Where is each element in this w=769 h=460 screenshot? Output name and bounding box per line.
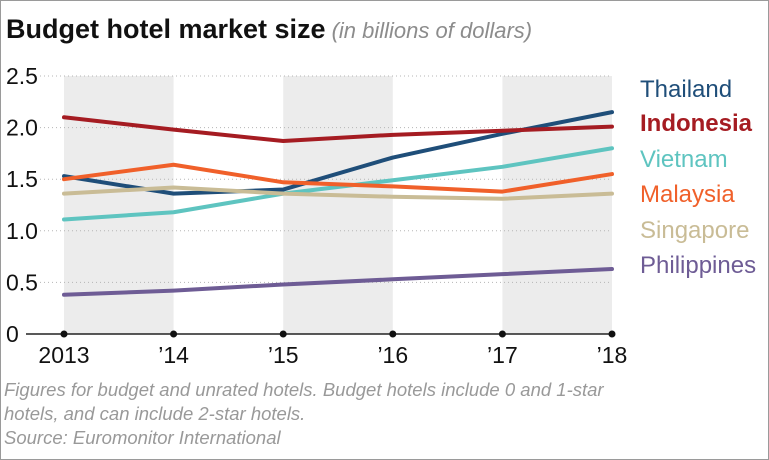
legend-philippines: Philippines: [640, 252, 756, 279]
y-tick-label: 1.5: [6, 166, 38, 192]
legend-vietnam: Vietnam: [640, 146, 728, 173]
y-tick-label: 0.5: [6, 269, 38, 295]
shaded-band: [283, 76, 393, 334]
legend-indonesia: Indonesia: [640, 110, 753, 137]
legend-thailand: Thailand: [640, 76, 732, 103]
series-line-malaysia: [62, 162, 614, 194]
x-tick-mark: [498, 330, 506, 338]
x-tick-label: ’16: [377, 342, 408, 368]
y-tick-label: 2.5: [6, 63, 38, 89]
x-tick-label: ’18: [597, 342, 628, 368]
x-tick-label: ’17: [487, 342, 518, 368]
chart-notes: Figures for budget and unrated hotels. B…: [4, 378, 764, 450]
y-tick-label: 1.0: [6, 218, 38, 244]
series-line-singapore: [62, 185, 614, 201]
source-line: Source: Euromonitor International: [4, 427, 281, 448]
x-tick-mark: [60, 330, 68, 338]
x-tick-mark: [608, 330, 616, 338]
x-tick-label: ’15: [268, 342, 299, 368]
legend-malaysia: Malaysia: [640, 181, 735, 208]
y-tick-label: 2.0: [6, 115, 38, 141]
x-tick-label: 2013: [38, 342, 89, 368]
chart-title: Budget hotel market size (in billions of …: [6, 14, 532, 45]
legend-singapore: Singapore: [640, 217, 749, 244]
x-tick-mark: [389, 330, 397, 338]
x-tick-mark: [170, 330, 178, 338]
y-tick-label: 0: [6, 321, 19, 347]
x-tick-label: ’14: [158, 342, 189, 368]
series-line-indonesia: [62, 115, 614, 144]
series-line-vietnam: [62, 146, 614, 222]
series-line-philippines: [62, 266, 614, 297]
chart-subtitle: (in billions of dollars): [331, 18, 533, 43]
title-text: Budget hotel market size: [6, 14, 326, 44]
shaded-band: [502, 76, 612, 334]
note-line-1: Figures for budget and unrated hotels. B…: [4, 379, 604, 400]
note-line-2: hotels, and can include 2-star hotels.: [4, 403, 306, 424]
x-tick-mark: [279, 330, 287, 338]
